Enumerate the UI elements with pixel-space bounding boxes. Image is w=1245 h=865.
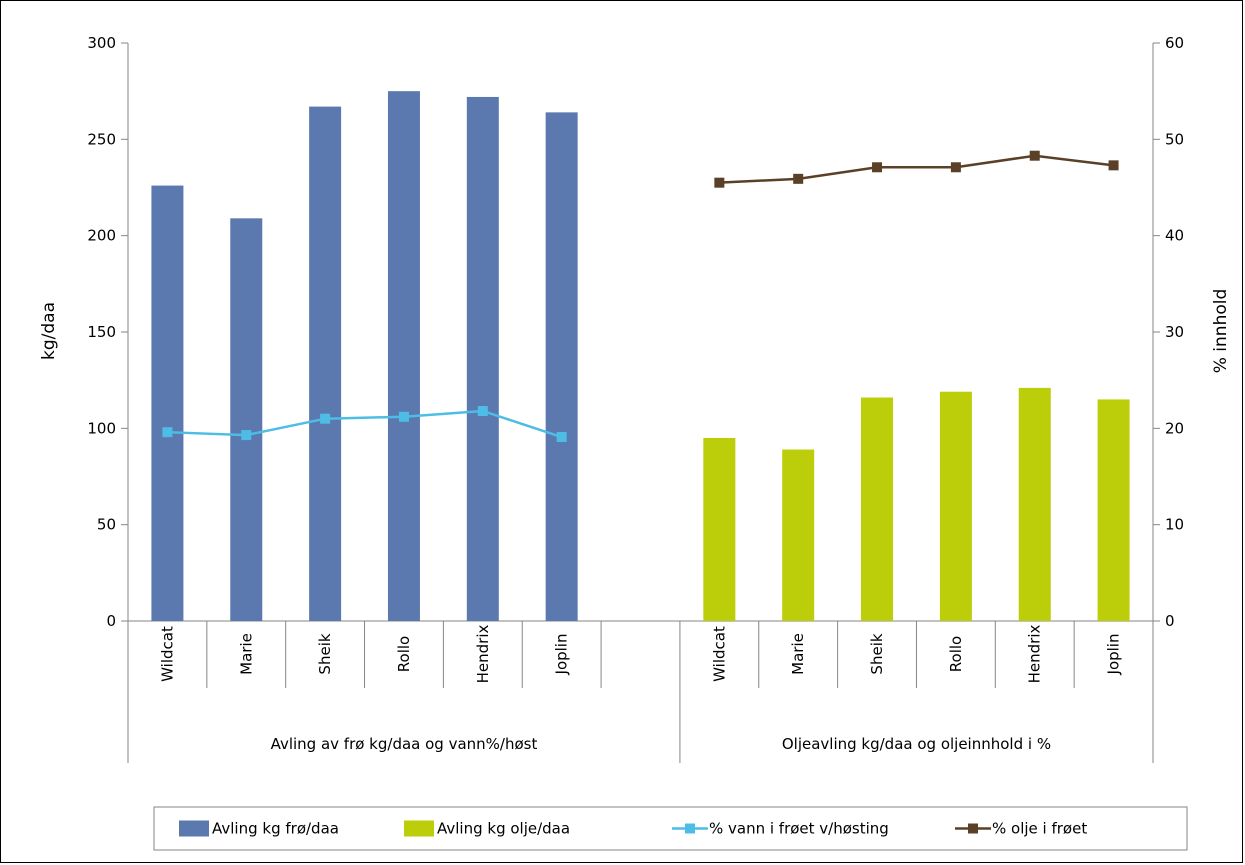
y-left-tick-label: 150 xyxy=(87,323,116,341)
legend-marker-3 xyxy=(968,823,978,834)
bar-1-4 xyxy=(1018,387,1051,621)
group-label: Oljeavling kg/daa og oljeinnhold i % xyxy=(782,735,1051,753)
category-axis: Wildcat Marie Sheik Rollo Hendrix Joplin Avlin… xyxy=(127,621,1154,763)
y-right-tick-label: 20 xyxy=(1165,419,1184,437)
bars xyxy=(151,91,1130,622)
axes: 0 50 100 150 200 250 300 0 10 20 30 40 50 60 xyxy=(87,34,1184,630)
bar-0-5 xyxy=(545,112,578,622)
legend-label-2: % vann i frøet v/høsting xyxy=(709,820,889,838)
legend-swatch-0 xyxy=(179,820,209,837)
category-label: Hendrix xyxy=(474,625,492,684)
legend-box xyxy=(153,806,1188,851)
group-label: Avling av frø kg/daa og vann%/høst xyxy=(271,735,538,753)
y-right-tick-label: 50 xyxy=(1165,130,1184,148)
bar-0-2 xyxy=(309,106,342,621)
category-label: Wildcat xyxy=(158,626,176,682)
y-right-tick-label: 60 xyxy=(1165,34,1184,52)
series-line-2 xyxy=(167,409,563,439)
line-point-3-2 xyxy=(872,162,883,173)
line-point-3-5 xyxy=(1108,160,1119,171)
bar-0-0 xyxy=(151,185,184,621)
y-left-tick-label: 100 xyxy=(87,419,116,437)
y-right-tick-label: 0 xyxy=(1165,612,1175,630)
legend-label-0: Avling kg frø/daa xyxy=(212,820,339,838)
y-axis-right-title: % innhold xyxy=(1211,289,1231,374)
y-axis-left-title: kg/daa xyxy=(39,302,59,360)
bar-0-4 xyxy=(466,96,499,622)
legend-label-3: % olje i frøet xyxy=(992,820,1087,838)
y-right-tick-label: 10 xyxy=(1165,516,1184,534)
category-label: Wildcat xyxy=(710,626,728,682)
legend-label-1: Avling kg olje/daa xyxy=(437,820,570,838)
legend-swatch-1 xyxy=(404,820,434,837)
line-point-3-1 xyxy=(793,173,804,184)
line-point-2-5 xyxy=(556,432,567,443)
category-label: Rollo xyxy=(395,636,413,672)
category-label: Rollo xyxy=(947,636,965,672)
bar-0-1 xyxy=(230,218,263,621)
y-left-tick-label: 200 xyxy=(87,227,116,245)
y-right-tick-label: 30 xyxy=(1165,323,1184,341)
bar-0-3 xyxy=(387,91,420,621)
y-right-tick-label: 40 xyxy=(1165,227,1184,245)
series-lines xyxy=(162,150,1119,443)
series-line-3 xyxy=(719,154,1114,184)
bar-1-0 xyxy=(703,437,736,621)
legend: Avling kg frø/daa Avling kg olje/daa % van… xyxy=(153,806,1188,851)
category-label: Marie xyxy=(237,633,255,675)
bar-1-1 xyxy=(782,449,815,621)
line-point-2-0 xyxy=(162,427,173,438)
category-label: Joplin xyxy=(1105,634,1123,676)
category-label: Joplin xyxy=(553,634,571,676)
y-left-tick-label: 250 xyxy=(87,130,116,148)
line-point-2-2 xyxy=(320,413,331,424)
category-label: Sheik xyxy=(316,633,334,674)
category-label: Sheik xyxy=(868,633,886,674)
category-label: Marie xyxy=(789,633,807,675)
y-left-tick-label: 300 xyxy=(87,34,116,52)
bar-1-2 xyxy=(861,397,894,621)
bar-1-5 xyxy=(1097,399,1130,621)
y-left-tick-label: 0 xyxy=(106,612,116,630)
category-label: Hendrix xyxy=(1026,625,1044,684)
line-point-2-1 xyxy=(241,430,252,441)
line-point-3-3 xyxy=(950,162,961,173)
legend-marker-2 xyxy=(685,823,695,834)
line-point-2-4 xyxy=(477,405,488,416)
bar-1-3 xyxy=(939,391,972,621)
line-point-2-3 xyxy=(398,411,409,422)
line-point-3-0 xyxy=(714,177,725,188)
line-point-3-4 xyxy=(1029,150,1040,161)
y-left-tick-label: 50 xyxy=(97,516,116,534)
